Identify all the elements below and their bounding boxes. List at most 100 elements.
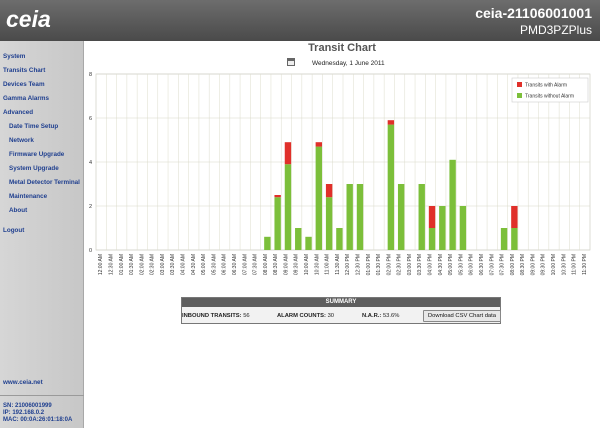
legend-box	[511, 77, 589, 103]
x-tick-label: 08:00 PM	[510, 254, 516, 275]
y-tick-label: 2	[89, 204, 92, 210]
x-tick-label: 07:30 PM	[500, 254, 506, 275]
x-tick-label: 09:00 AM	[283, 254, 289, 275]
device-model: PMD3PZPlus	[519, 23, 592, 37]
bar-without-alarm	[315, 146, 323, 250]
x-tick-label: 03:30 PM	[417, 254, 423, 275]
inbound-value: 56	[243, 313, 250, 319]
inbound-label: INBOUND TRANSITS:	[182, 313, 242, 319]
x-tick-label: 11:00 AM	[325, 254, 331, 275]
x-tick-label: 04:30 AM	[191, 254, 197, 275]
bar-without-alarm	[336, 228, 343, 250]
download-csv-button[interactable]: Download CSV Chart data	[423, 310, 501, 322]
nar-value: 53.6%	[382, 313, 400, 319]
bar-without-alarm	[295, 228, 302, 250]
x-tick-label: 05:00 PM	[448, 254, 454, 275]
x-tick-label: 07:30 AM	[253, 254, 259, 275]
x-tick-label: 12:00 PM	[345, 254, 351, 275]
x-tick-label: 06:00 AM	[222, 254, 228, 275]
sidebar-item-date-time-setup[interactable]: Date Time Setup	[9, 123, 59, 130]
inbound-transits: INBOUND TRANSITS: 56	[182, 313, 250, 319]
ip-address: IP: 192.168.0.2	[3, 410, 45, 416]
sidebar-item-system[interactable]: System	[3, 53, 26, 60]
summary-panel: SUMMARY INBOUND TRANSITS: 56 ALARM COUNT…	[181, 297, 501, 324]
header-bar: ceia ceia-21106001001 PMD3PZPlus	[0, 0, 600, 41]
x-tick-label: 11:30 AM	[335, 254, 341, 275]
sidebar-item-devices-team[interactable]: Devices Team	[3, 81, 45, 88]
nar-label: N.A.R.:	[362, 313, 382, 319]
x-tick-label: 07:00 AM	[242, 254, 248, 275]
mac-address: MAC: 00:0A:26:01:18:0A	[3, 417, 73, 423]
bar-with-alarm	[325, 184, 333, 198]
x-tick-label: 03:00 PM	[407, 254, 413, 275]
bar-without-alarm	[325, 197, 333, 250]
y-tick-label: 6	[89, 116, 92, 122]
bar-without-alarm	[500, 228, 508, 250]
alarm-value: 30	[327, 313, 335, 319]
sidebar-item-gamma-alarms[interactable]: Gamma Alarms	[3, 95, 49, 102]
x-tick-label: 01:30 AM	[129, 254, 135, 275]
x-tick-label: 05:30 AM	[211, 254, 217, 275]
alarm-label: ALARM COUNTS:	[277, 313, 326, 319]
x-tick-label: 12:30 AM	[108, 254, 114, 275]
bar-without-alarm	[397, 184, 405, 250]
y-tick-label: 4	[89, 160, 92, 166]
sidebar-item-about[interactable]: About	[9, 207, 28, 214]
x-tick-label: 03:00 AM	[160, 254, 166, 275]
sidebar-item-maintenance[interactable]: Maintenance	[9, 193, 48, 200]
bar-with-alarm	[274, 195, 281, 198]
x-tick-label: 12:30 PM	[355, 254, 361, 275]
x-tick-label: 03:30 AM	[170, 254, 176, 275]
bar-with-alarm	[428, 206, 436, 228]
sidebar-item-metal-detector-terminal[interactable]: Metal Detector Terminal	[9, 179, 80, 186]
bar-with-alarm	[284, 142, 292, 165]
sidebar-item-logout[interactable]: Logout	[3, 227, 25, 234]
x-tick-label: 05:30 PM	[458, 254, 464, 275]
x-tick-label: 09:30 AM	[294, 254, 300, 275]
bar-without-alarm	[274, 197, 281, 250]
x-tick-label: 02:30 AM	[150, 254, 156, 275]
svg-text:ceia: ceia	[6, 7, 51, 32]
bar-with-alarm	[315, 142, 323, 147]
x-tick-label: 04:00 AM	[181, 254, 187, 275]
sidebar-item-firmware-upgrade[interactable]: Firmware Upgrade	[9, 151, 65, 158]
sidebar-item-transits-chart[interactable]: Transits Chart	[3, 67, 46, 74]
x-tick-label: 02:00 PM	[386, 254, 392, 275]
bar-with-alarm	[387, 120, 395, 125]
device-id: ceia-21106001001	[475, 5, 592, 21]
legend-swatch-without-alarm	[517, 93, 522, 98]
x-tick-label: 02:00 AM	[139, 254, 145, 275]
x-tick-label: 01:00 PM	[366, 254, 372, 275]
bar-without-alarm	[305, 236, 312, 250]
sidebar-item-network[interactable]: Network	[9, 137, 34, 144]
serial-number: SN: 21006001999	[3, 403, 52, 409]
x-tick-label: 05:00 AM	[201, 254, 207, 275]
bar-without-alarm	[418, 184, 425, 250]
bar-without-alarm	[284, 164, 292, 250]
sidebar-item-advanced[interactable]: Advanced	[3, 109, 34, 116]
sidebar-item-system-upgrade[interactable]: System Upgrade	[9, 165, 59, 172]
x-tick-label: 08:00 AM	[263, 254, 269, 275]
bar-without-alarm	[346, 184, 353, 250]
bar-without-alarm	[439, 206, 446, 250]
summary-title: SUMMARY	[182, 298, 500, 307]
x-tick-label: 04:30 PM	[438, 254, 444, 275]
legend-label-without-alarm: Transits without Alarm	[525, 94, 574, 100]
legend-label-alarm: Transits with Alarm	[525, 83, 567, 89]
y-tick-label: 0	[89, 248, 92, 254]
bar-without-alarm	[459, 206, 467, 250]
website-link[interactable]: www.ceia.net	[3, 379, 43, 386]
bar-without-alarm	[449, 159, 456, 250]
bar-without-alarm	[511, 228, 518, 250]
x-tick-label: 10:00 AM	[304, 254, 310, 275]
chart-date: Wednesday, 1 June 2011	[312, 60, 385, 67]
bar-without-alarm	[356, 184, 364, 250]
alarm-counts: ALARM COUNTS: 30	[277, 313, 334, 319]
sidebar-divider	[0, 395, 84, 396]
bar-without-alarm	[428, 228, 436, 250]
nar-value-group: N.A.R.: 53.6%	[362, 313, 399, 319]
transit-chart: 0 2 4 6 8 12:00 AM 12:30 AM 01:00 AM 01:30 AM 02:…	[89, 72, 591, 275]
x-tick-label: 06:30 AM	[232, 254, 238, 275]
x-tick-label: 04:00 PM	[428, 254, 434, 275]
calendar-icon[interactable]	[287, 58, 295, 66]
